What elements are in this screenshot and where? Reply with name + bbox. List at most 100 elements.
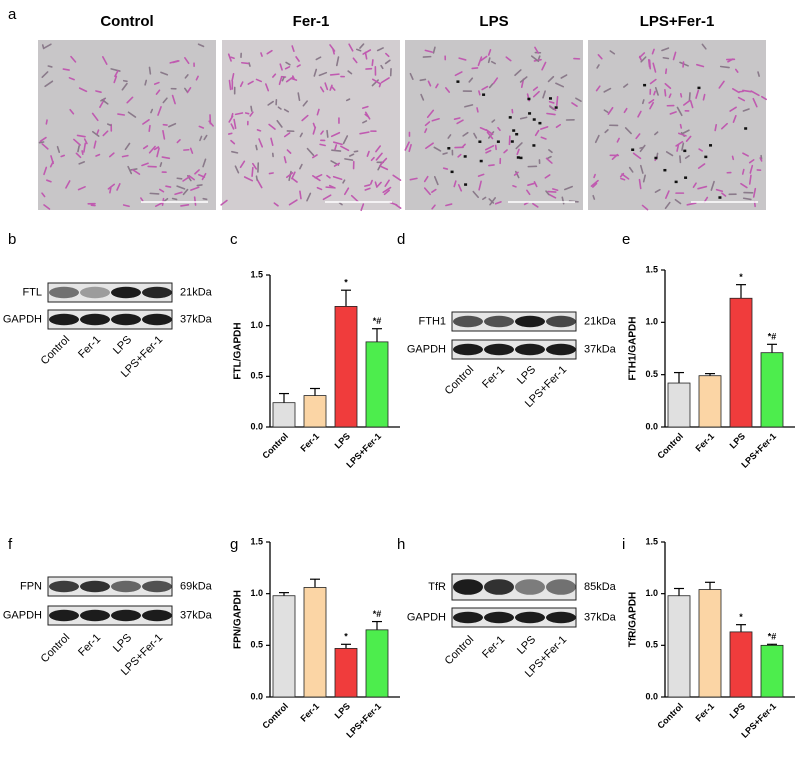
bar — [304, 587, 326, 697]
deposit — [519, 157, 522, 160]
band — [49, 610, 79, 621]
deposit — [709, 144, 712, 147]
cell — [326, 187, 333, 188]
y-tick-label: 1.0 — [645, 317, 658, 327]
cell — [252, 168, 253, 177]
y-tick-label: 0.5 — [645, 369, 658, 379]
significance-mark: *# — [373, 609, 382, 619]
deposit — [532, 144, 535, 147]
band — [80, 314, 110, 325]
cell — [721, 67, 729, 68]
panel-label: f — [8, 536, 13, 553]
deposit — [555, 106, 558, 109]
deposit — [515, 133, 518, 136]
y-tick-label: 0.5 — [250, 371, 263, 381]
cell — [444, 168, 448, 169]
band — [80, 581, 110, 592]
cell — [166, 186, 171, 187]
cell — [249, 63, 250, 66]
cell — [145, 80, 146, 84]
y-tick-label: 0.0 — [250, 421, 263, 431]
y-tick-label: 1.0 — [250, 320, 263, 330]
band — [49, 581, 79, 592]
deposit — [517, 156, 520, 159]
panel-label: c — [230, 231, 238, 248]
cell — [82, 151, 83, 154]
band — [484, 612, 514, 623]
y-axis-label: FTL/GAPDH — [233, 322, 244, 379]
cell — [472, 68, 477, 69]
cell — [666, 69, 667, 73]
significance-mark: * — [739, 272, 743, 282]
cell — [689, 93, 690, 100]
bar — [366, 630, 388, 697]
y-axis-label: FTH1/GAPDH — [628, 317, 639, 381]
lane-label: LPS — [111, 334, 134, 357]
band — [546, 612, 576, 623]
panel-label: b — [8, 231, 16, 248]
deposit — [464, 155, 467, 158]
cell — [681, 125, 682, 128]
bar — [366, 342, 388, 427]
band — [80, 610, 110, 621]
y-tick-label: 0.0 — [645, 691, 658, 701]
deposit — [482, 93, 485, 96]
x-tick-label: Fer-1 — [298, 431, 321, 454]
cell — [203, 199, 206, 200]
deposit — [684, 176, 687, 179]
condition-label: LPS — [479, 13, 508, 30]
cell — [256, 145, 257, 149]
deposit — [631, 148, 634, 151]
deposit — [456, 80, 459, 83]
blot-size-label: 37kDa — [584, 343, 617, 355]
band — [484, 316, 514, 327]
cell — [118, 114, 124, 115]
cell — [181, 205, 189, 206]
blot-row-label: GAPDH — [407, 343, 446, 355]
lane-label: Control — [39, 334, 73, 368]
cell — [477, 108, 478, 112]
cell — [489, 58, 490, 62]
band — [142, 314, 172, 325]
bar — [761, 645, 783, 697]
y-tick-label: 1.5 — [250, 269, 263, 279]
cell — [327, 131, 328, 137]
deposit — [447, 147, 450, 150]
micrograph — [222, 40, 400, 210]
x-tick-label: LPS — [333, 431, 352, 450]
cell — [177, 178, 181, 179]
band — [111, 287, 141, 298]
cell — [261, 53, 262, 56]
band — [484, 344, 514, 355]
bar — [335, 648, 357, 697]
band — [49, 287, 79, 298]
cell — [160, 163, 161, 166]
lane-label: Control — [443, 364, 477, 398]
band — [80, 287, 110, 298]
band — [111, 581, 141, 592]
cell — [593, 196, 594, 199]
deposit — [497, 140, 500, 143]
bar — [273, 596, 295, 697]
cell — [195, 197, 196, 205]
deposit — [511, 140, 514, 143]
bar — [668, 383, 690, 427]
significance-mark: * — [739, 612, 743, 622]
cell — [649, 60, 650, 67]
lane-label: Fer-1 — [76, 632, 103, 659]
cell — [40, 142, 44, 143]
deposit — [654, 157, 657, 160]
significance-mark: * — [344, 632, 348, 642]
lane-label: Control — [443, 634, 477, 668]
cell — [513, 186, 516, 187]
significance-mark: *# — [373, 316, 382, 326]
y-tick-label: 0.5 — [645, 640, 658, 650]
cell — [443, 153, 447, 154]
x-tick-label: LPS — [333, 701, 352, 720]
cell — [232, 114, 233, 117]
cell — [665, 90, 666, 96]
bar — [699, 376, 721, 427]
lane-label: Fer-1 — [76, 334, 103, 361]
y-tick-label: 1.0 — [645, 588, 658, 598]
